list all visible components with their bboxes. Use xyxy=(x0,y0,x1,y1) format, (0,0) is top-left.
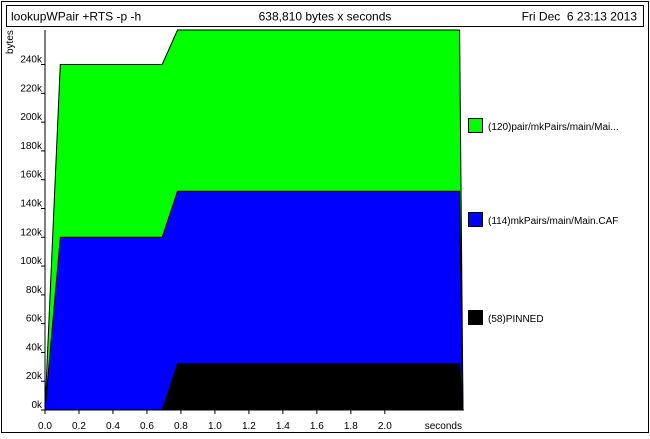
y-tick-label: 40k xyxy=(26,342,43,353)
legend-swatch xyxy=(468,212,483,227)
legend-label: (120)pair/mkPairs/main/Mai... xyxy=(488,122,619,133)
x-tick-label: 0.4 xyxy=(106,421,120,432)
y-tick-label: 100k xyxy=(20,256,43,267)
y-axis-label: bytes xyxy=(5,30,16,54)
axes-group: 0k 20k 40k 60k 80k 100k 120k 140k 160k 180k 200k 22… xyxy=(20,30,464,432)
y-tick-label: 180k xyxy=(20,141,43,152)
legend-swatch xyxy=(468,118,483,133)
x-tick-label: 1.0 xyxy=(208,421,222,432)
y-tick-label: 20k xyxy=(26,371,43,382)
program-title: lookupWPair +RTS -p -h xyxy=(11,10,141,24)
x-tick-label: 0.0 xyxy=(38,421,52,432)
header-box xyxy=(6,5,644,27)
y-tick-label: 80k xyxy=(26,285,43,296)
x-tick-label: 1.8 xyxy=(344,421,358,432)
legend-swatch xyxy=(468,310,483,325)
x-tick-label: 0.6 xyxy=(140,421,154,432)
y-tick-label: 220k xyxy=(20,83,43,94)
area-series-group xyxy=(44,29,464,411)
run-date: Fri Dec 6 23:13 2013 xyxy=(522,10,638,24)
x-tick-label: 2.0 xyxy=(378,421,392,432)
x-axis-label: seconds xyxy=(425,421,462,432)
total-bytes-seconds: 638,810 bytes x seconds xyxy=(259,10,392,24)
x-tick-label: 1.2 xyxy=(242,421,256,432)
x-tick-label: 1.4 xyxy=(276,421,290,432)
y-tick-label: 120k xyxy=(20,227,43,238)
legend: (120)pair/mkPairs/main/Mai... (114)mkPair… xyxy=(468,118,619,325)
legend-label: (58)PINNED xyxy=(488,314,544,325)
x-tick-label: 1.6 xyxy=(310,421,324,432)
y-tick-label: 0k xyxy=(31,400,43,411)
x-tick-label: 0.8 xyxy=(174,421,188,432)
x-tick-label: 0.2 xyxy=(72,421,86,432)
legend-label: (114)mkPairs/main/Main.CAF xyxy=(488,216,618,227)
y-tick-label: 160k xyxy=(20,170,43,181)
y-tick-label: 240k xyxy=(20,55,43,66)
y-tick-label: 140k xyxy=(20,198,43,209)
y-tick-label: 200k xyxy=(20,112,43,123)
y-tick-label: 60k xyxy=(26,314,43,325)
